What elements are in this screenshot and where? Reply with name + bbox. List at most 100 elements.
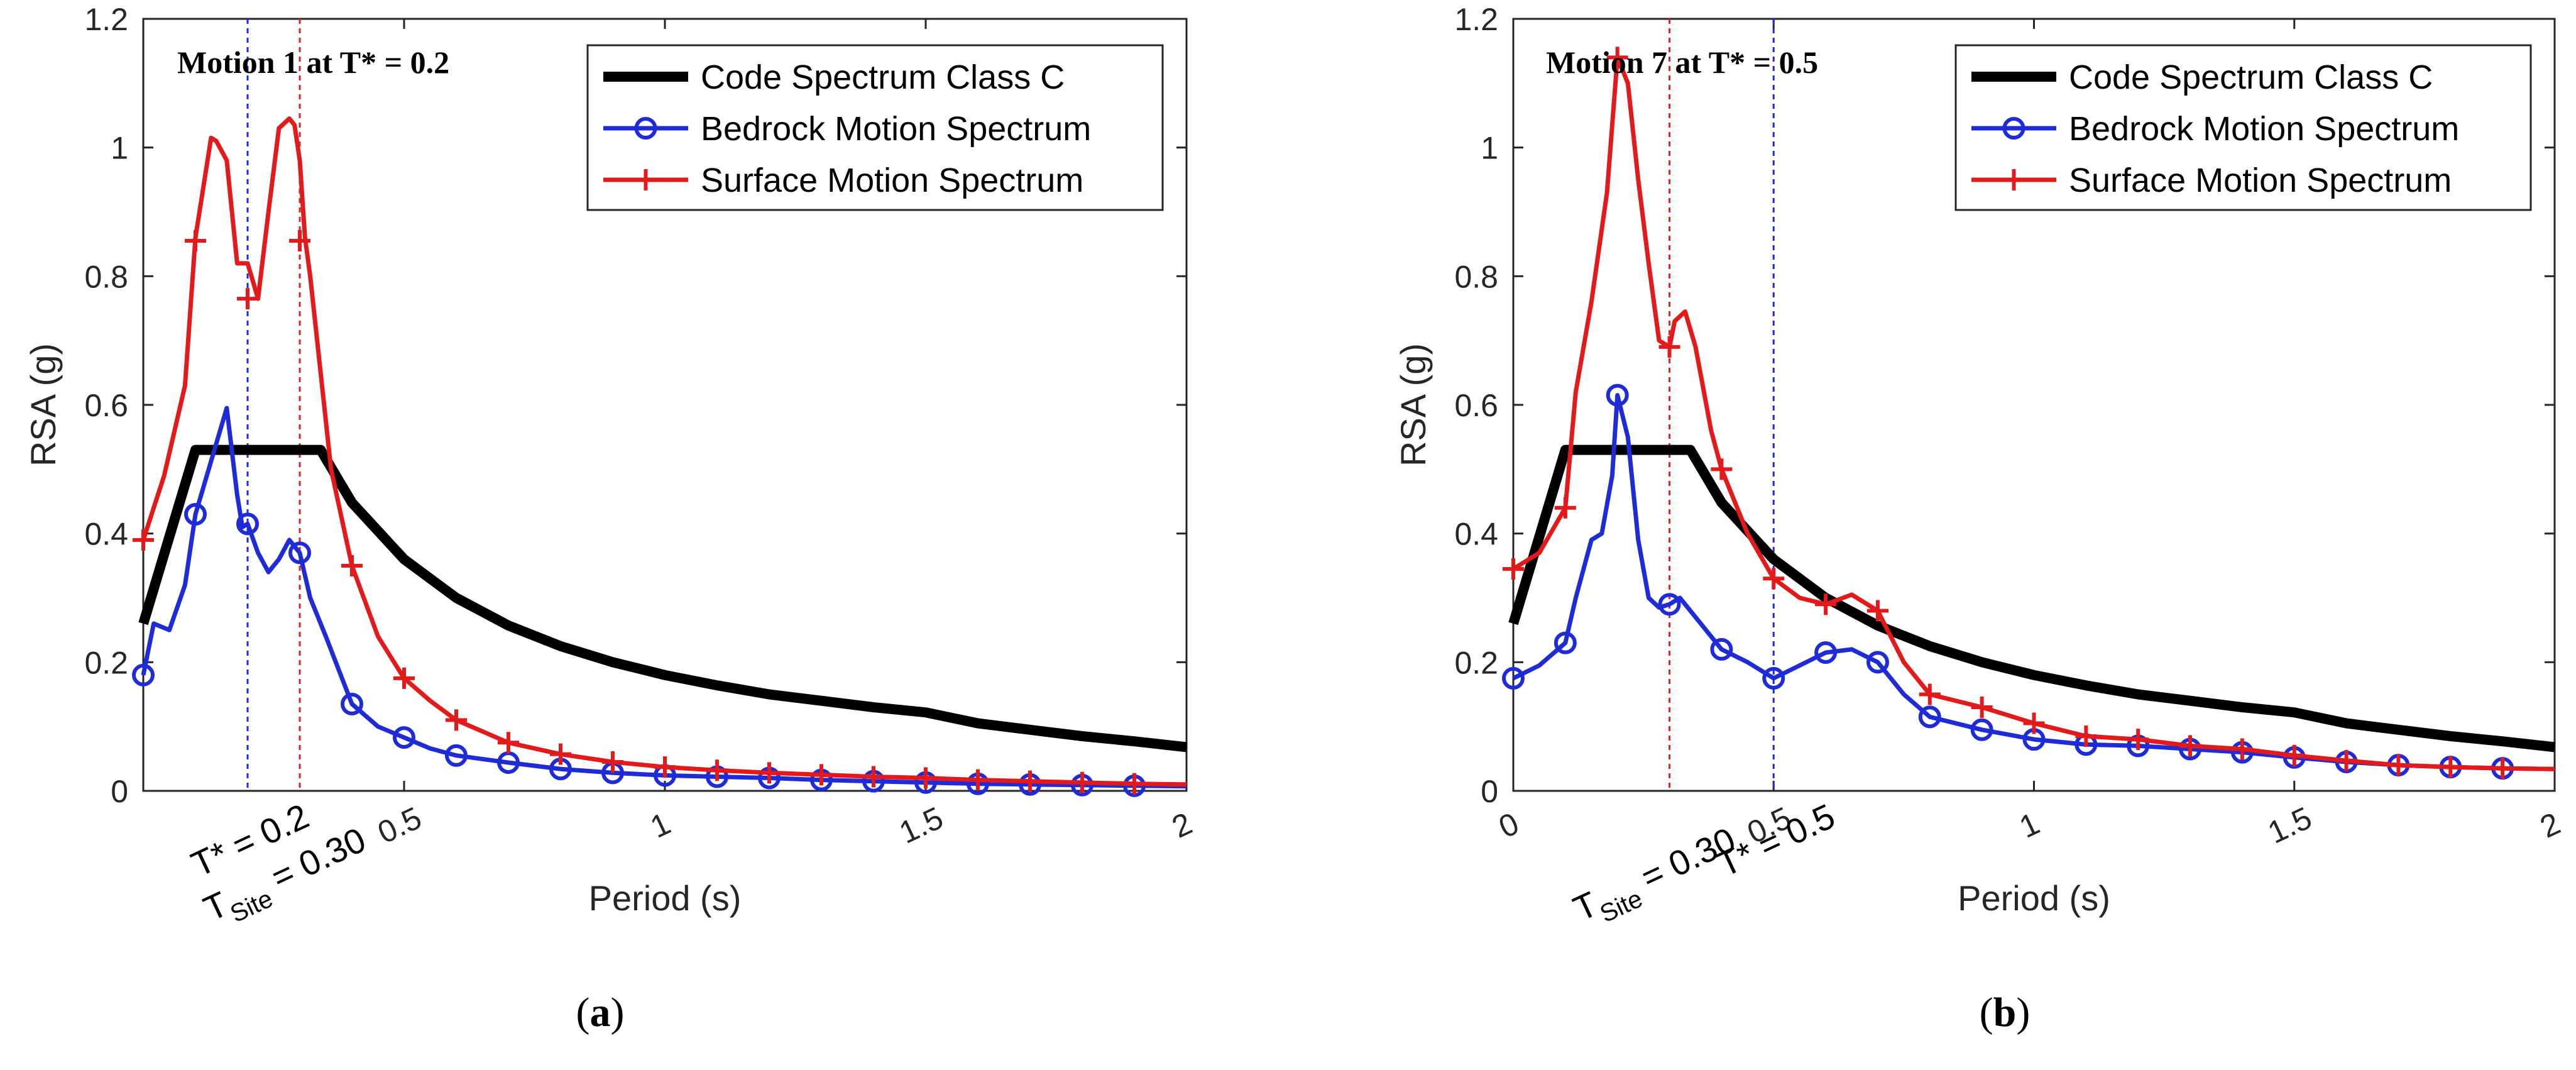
caption-paren: ) [2016, 990, 2030, 1035]
legend-label: Bedrock Motion Spectrum [701, 110, 1091, 148]
x-tick-label: 0.5 [372, 800, 427, 851]
y-tick-label: 0.2 [84, 645, 128, 680]
data-point [1658, 593, 1681, 616]
data-point [2231, 738, 2253, 760]
data-point [1918, 705, 1941, 729]
data-point [706, 759, 728, 781]
caption-paren: ( [1980, 990, 1993, 1035]
data-point [863, 766, 884, 788]
x-tick-label: 1 [2014, 805, 2045, 845]
legend-label: Code Spectrum Class C [2069, 58, 2433, 96]
data-point [184, 502, 207, 526]
data-point [550, 743, 571, 765]
y-tick-label: 0.4 [84, 517, 128, 552]
data-point [1554, 631, 1577, 654]
y-tick-label: 1.2 [1454, 2, 1498, 37]
data-point [341, 692, 363, 715]
data-point [185, 230, 206, 252]
data-point [1502, 666, 1525, 690]
legend-marker [2002, 117, 2025, 140]
data-point [289, 230, 310, 252]
x-axis-label: Period (s) [589, 878, 742, 918]
y-tick-label: 0.4 [1454, 517, 1498, 552]
x-tick-label: 2 [1166, 805, 1197, 845]
caption-letter: b [1993, 990, 2017, 1035]
y-tick-label: 1.2 [84, 2, 128, 37]
data-point [498, 732, 519, 754]
data-point [237, 288, 258, 310]
data-point [236, 512, 259, 536]
data-point [446, 709, 467, 731]
data-point [1971, 696, 1993, 718]
x-tick-label: 1 [645, 805, 676, 845]
y-tick-label: 1 [1481, 131, 1498, 166]
x-tick-label: 1.5 [894, 800, 948, 851]
legend-label: Code Spectrum Class C [701, 58, 1065, 96]
data-point [445, 744, 468, 767]
x-tick-label: 0 [1493, 805, 1524, 845]
data-point [133, 529, 154, 551]
data-point [1554, 497, 1576, 519]
data-point [393, 667, 415, 689]
y-tick-label: 0.6 [1454, 388, 1498, 423]
y-tick-label: 0.6 [84, 388, 128, 423]
data-point [602, 751, 623, 773]
data-point [1815, 593, 1837, 615]
x-tick-label: 2 [2535, 805, 2565, 845]
legend-label: Surface Motion Spectrum [701, 162, 1083, 199]
caption-paren: ) [611, 990, 625, 1035]
y-axis-label: RSA (g) [23, 343, 63, 466]
panel-caption: (a) [576, 990, 625, 1035]
data-point [2440, 756, 2462, 778]
data-point [1019, 770, 1041, 792]
y-tick-label: 0.8 [84, 259, 128, 294]
data-point [1503, 558, 1524, 580]
data-point [2492, 758, 2514, 780]
data-point [2335, 749, 2357, 771]
panel-title: Motion 1 at T* = 0.2 [177, 45, 449, 80]
x-tick-label: 1.5 [2262, 800, 2317, 851]
data-point [2387, 754, 2409, 776]
data-point [1970, 718, 1993, 741]
data-point [1711, 458, 1733, 480]
data-point [1072, 771, 1093, 793]
data-point [1919, 683, 1941, 705]
data-point [1762, 666, 1785, 690]
data-point [811, 764, 832, 786]
data-point [1124, 773, 1145, 795]
x-axis-label: Period (s) [1958, 878, 2110, 918]
legend-marker [2003, 169, 2025, 190]
data-point [1606, 47, 1628, 69]
data-point [1658, 336, 1680, 358]
data-point [759, 762, 780, 784]
legend-label: Bedrock Motion Spectrum [2069, 110, 2459, 148]
series-line [1508, 444, 2555, 753]
y-tick-label: 0 [1481, 774, 1498, 809]
data-point [2075, 725, 2097, 747]
data-point [2179, 735, 2201, 757]
caption-paren: ( [576, 990, 590, 1035]
data-point [2023, 712, 2045, 734]
legend-marker [634, 117, 657, 140]
y-tick-label: 0 [111, 774, 128, 809]
data-point [1710, 637, 1733, 661]
data-point [1814, 641, 1838, 664]
caption-letter: a [590, 990, 611, 1035]
y-tick-label: 1 [111, 131, 128, 166]
data-point [393, 726, 415, 749]
data-point [1763, 568, 1785, 590]
data-point [1866, 600, 1888, 622]
data-point [2127, 729, 2149, 751]
data-point [1866, 651, 1889, 674]
data-point [654, 756, 676, 778]
data-point [341, 554, 363, 576]
data-point [288, 541, 311, 565]
legend-label: Surface Motion Spectrum [2069, 162, 2452, 199]
data-point [132, 663, 155, 687]
reference-line-label: TSite = 0.30 [1567, 819, 1745, 937]
data-point [1606, 383, 1629, 407]
series-line [138, 444, 1187, 753]
data-point [967, 769, 989, 791]
